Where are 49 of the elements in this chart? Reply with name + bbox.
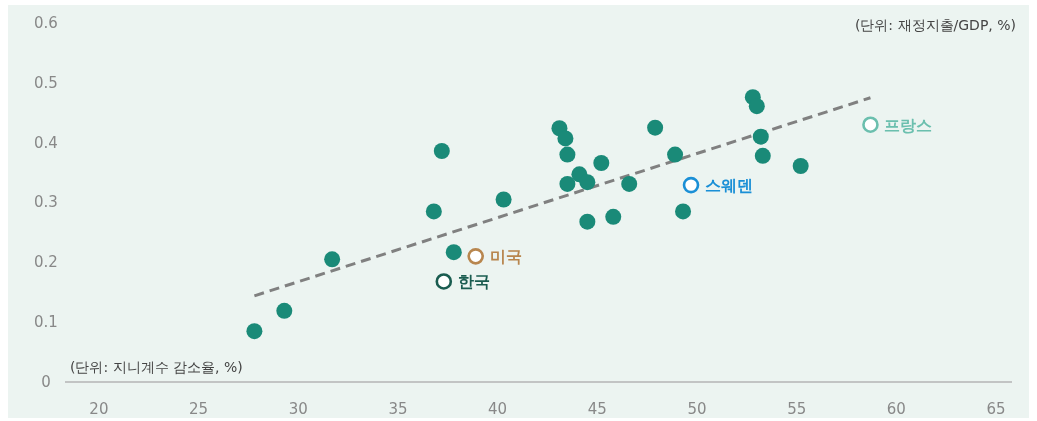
- x-tick-label: 55: [787, 400, 807, 418]
- y-tick-label: 0.5: [34, 73, 58, 92]
- series-label: 미국: [489, 247, 522, 267]
- y-tick-label: 0: [41, 373, 51, 391]
- point: [433, 143, 450, 160]
- point: [445, 244, 462, 261]
- point: [495, 191, 512, 208]
- point: [605, 208, 622, 225]
- y-tick-label: 0.3: [34, 193, 58, 212]
- point: [682, 176, 700, 194]
- point: [579, 174, 596, 191]
- point: [559, 175, 576, 192]
- point: [621, 175, 638, 192]
- x-tick-label: 65: [986, 400, 1006, 418]
- y-axis-title: (단위: 재정지출/GDP, %): [854, 17, 1016, 33]
- x-tick-label: 60: [886, 400, 906, 418]
- point: [862, 116, 879, 133]
- x-tick-label: 20: [89, 400, 109, 418]
- point: [792, 157, 809, 174]
- point: [559, 146, 576, 163]
- y-tick-label: 0.4: [34, 133, 58, 152]
- series-label: 프랑스: [884, 115, 933, 135]
- point: [593, 154, 610, 171]
- point: [675, 203, 692, 220]
- series-label: 한국: [457, 272, 490, 292]
- y-tick-label: 0.1: [34, 313, 58, 332]
- point: [579, 213, 596, 230]
- x-tick-label: 45: [587, 400, 607, 418]
- point: [435, 273, 453, 290]
- point: [557, 130, 574, 147]
- point: [667, 146, 684, 163]
- y-tick-label: 0.2: [34, 253, 58, 272]
- x-tick-label: 25: [189, 400, 209, 418]
- point: [276, 302, 293, 319]
- point: [246, 323, 263, 340]
- x-tick-label: 50: [687, 400, 707, 418]
- point: [647, 119, 664, 136]
- point: [752, 128, 769, 145]
- x-tick-label: 40: [488, 400, 508, 418]
- x-tick-label: 30: [288, 400, 308, 418]
- point: [324, 251, 341, 268]
- x-tick-label: 35: [388, 400, 408, 418]
- point: [425, 203, 442, 220]
- y-tick-label: 0.6: [34, 13, 58, 32]
- series-label: 스웨덴: [705, 176, 754, 196]
- x-axis-title: (단위: 지니계수 감소율, %): [70, 359, 243, 375]
- point: [748, 98, 765, 115]
- point: [467, 248, 484, 265]
- point: [754, 147, 771, 164]
